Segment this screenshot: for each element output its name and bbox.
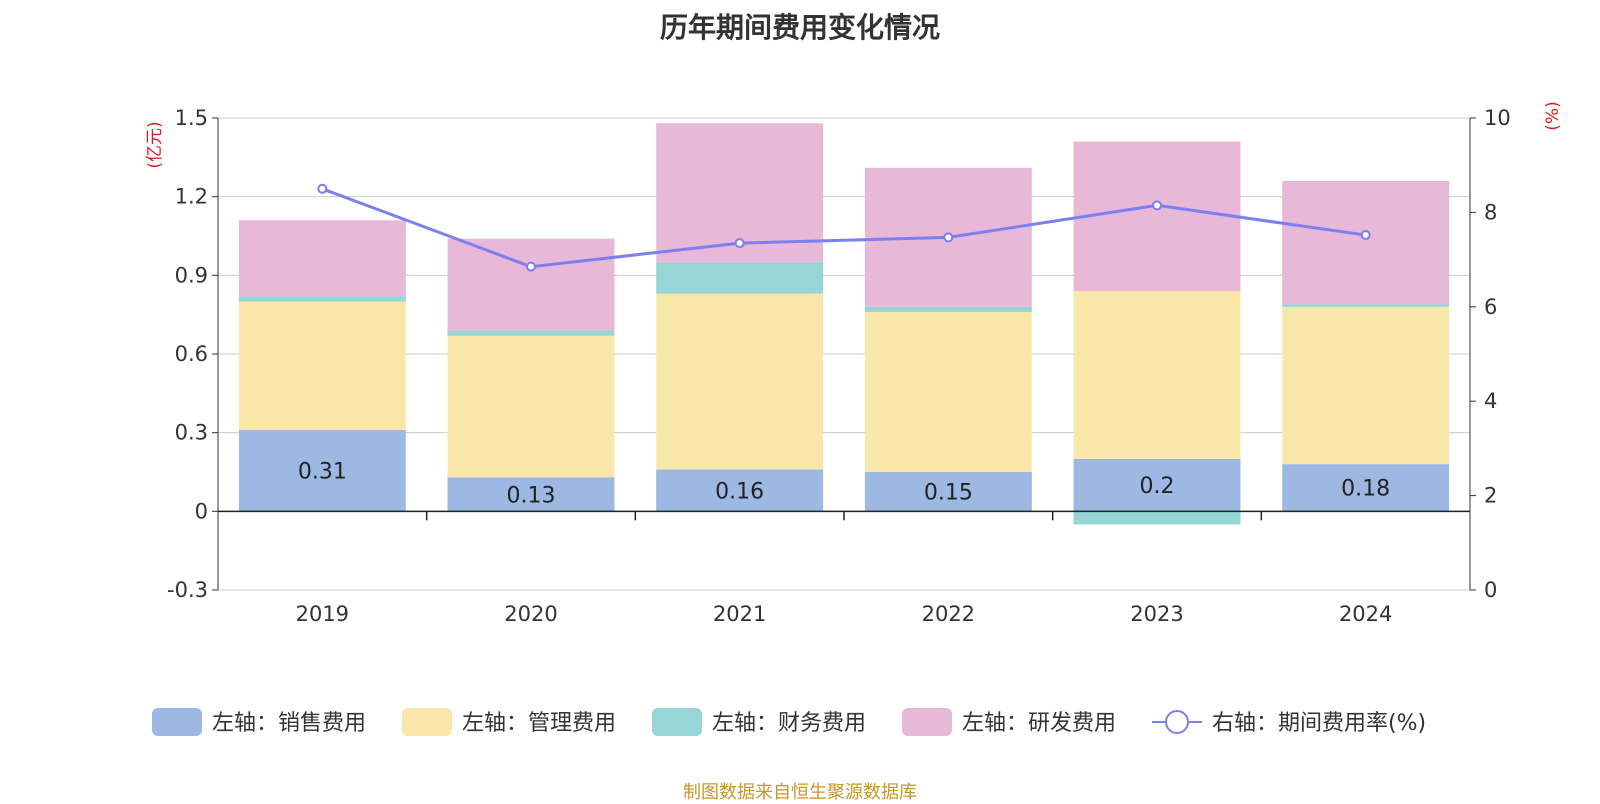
bar-finance xyxy=(864,306,1032,313)
bar-admin xyxy=(864,312,1032,472)
right-axis-tick-label: 8 xyxy=(1484,200,1497,224)
left-axis-tick-label: 0.3 xyxy=(175,421,208,445)
bar-rnd xyxy=(1282,180,1450,305)
bar-finance xyxy=(1073,511,1241,525)
bar-admin xyxy=(238,301,406,431)
bar-rnd xyxy=(238,220,406,297)
left-axis-tick-label: 0.6 xyxy=(175,342,208,366)
bar-admin xyxy=(447,335,615,478)
bar-data-label: 0.31 xyxy=(298,460,347,485)
left-axis-tick-label: 1.2 xyxy=(175,185,208,209)
legend-swatch-admin xyxy=(402,708,452,736)
legend-label-rate: 右轴：期间费用率(%) xyxy=(1212,711,1426,736)
bar-finance xyxy=(656,262,824,294)
x-axis-category-label: 2023 xyxy=(1130,602,1183,626)
left-axis-tick-label: -0.3 xyxy=(167,578,208,602)
rate-point xyxy=(1152,200,1162,211)
bar-data-label: 0.13 xyxy=(507,483,556,508)
bar-data-label: 0.18 xyxy=(1341,477,1390,502)
source-note: 制图数据来自恒生聚源数据库 xyxy=(683,782,917,803)
legend-label-admin: 左轴：管理费用 xyxy=(462,711,616,736)
bar-finance xyxy=(238,296,406,302)
bar-sales xyxy=(447,477,615,512)
x-axis-category-label: 2021 xyxy=(713,602,766,626)
x-axis-category-label: 2020 xyxy=(504,602,557,626)
bar-sales xyxy=(238,430,406,512)
bar-finance xyxy=(447,330,615,336)
right-axis-tick-label: 10 xyxy=(1484,106,1511,130)
right-axis-tick-label: 6 xyxy=(1484,295,1497,319)
bar-admin xyxy=(656,293,824,470)
bar-rnd xyxy=(1073,141,1241,292)
legend-marker-rate xyxy=(1165,710,1189,734)
bar-data-label: 0.16 xyxy=(715,479,764,504)
bar-admin xyxy=(1073,291,1241,459)
x-axis-category-label: 2024 xyxy=(1339,602,1392,626)
bar-admin xyxy=(1282,306,1450,465)
rate-point xyxy=(317,183,328,194)
right-axis-tick-label: 2 xyxy=(1484,484,1497,508)
bar-data-label: 0.2 xyxy=(1140,474,1175,499)
legend-label-rnd: 左轴：研发费用 xyxy=(962,711,1116,736)
chart-title: 历年期间费用变化情况 xyxy=(659,11,940,44)
left-axis-tick-label: 0 xyxy=(195,499,208,523)
left-axis-tick-label: 1.5 xyxy=(175,106,208,130)
bar-sales xyxy=(1073,458,1241,512)
right-axis-tick-label: 0 xyxy=(1484,578,1497,602)
rate-point xyxy=(943,232,954,243)
x-axis-category-label: 2022 xyxy=(922,602,975,626)
legend-swatch-rnd xyxy=(902,708,952,736)
legend-swatch-finance xyxy=(652,708,702,736)
rate-point xyxy=(734,238,745,249)
right-axis-unit-label: (%) xyxy=(1543,101,1563,130)
bar-rnd xyxy=(447,238,615,331)
bar-sales xyxy=(1282,464,1450,512)
bar-data-label: 0.15 xyxy=(924,481,973,506)
x-axis-category-label: 2019 xyxy=(296,602,349,626)
legend-label-sales: 左轴：销售费用 xyxy=(212,711,366,736)
legend-swatch-sales xyxy=(152,708,202,736)
right-axis-tick-label: 4 xyxy=(1484,389,1497,413)
bar-sales xyxy=(864,472,1032,512)
bar-sales xyxy=(656,469,824,512)
rate-line xyxy=(321,187,1366,269)
bar-finance xyxy=(1282,304,1450,307)
rate-point xyxy=(526,261,536,272)
legend-label-finance: 左轴：财务费用 xyxy=(712,711,866,736)
left-axis-unit-label: (亿元) xyxy=(145,121,165,168)
rate-point xyxy=(1360,230,1371,241)
left-axis-tick-label: 0.9 xyxy=(175,263,208,287)
